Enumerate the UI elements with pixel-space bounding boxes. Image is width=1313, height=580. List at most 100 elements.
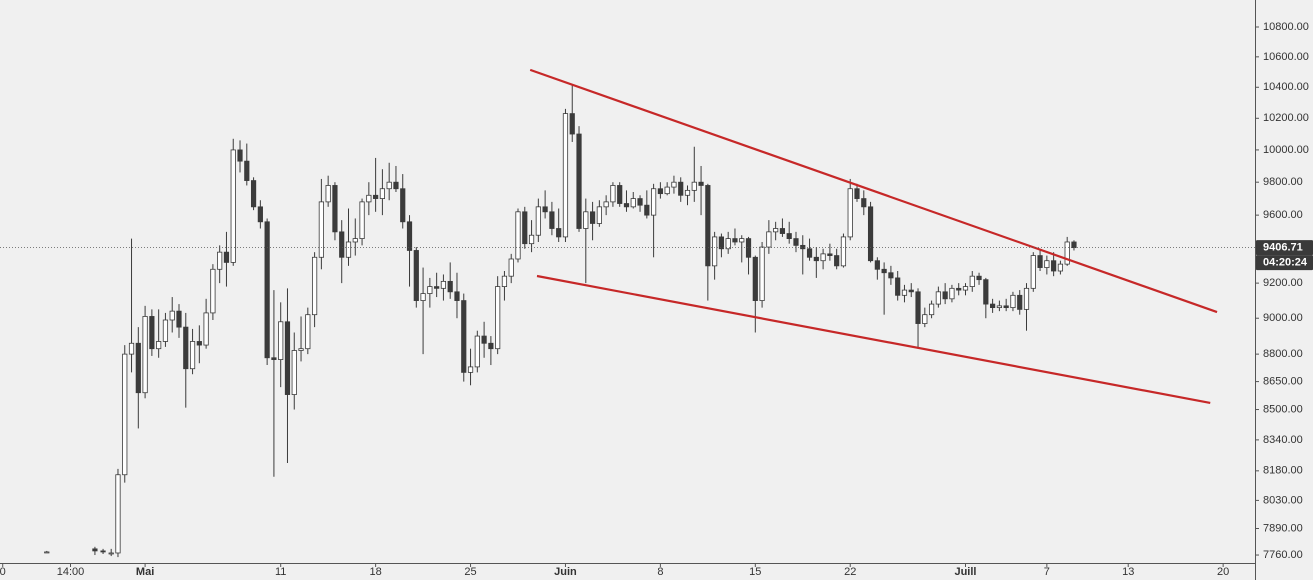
candle-body <box>359 201 365 240</box>
candle-body <box>278 321 284 360</box>
candle-body <box>467 366 474 373</box>
candle-body <box>569 113 575 135</box>
candle-body <box>311 256 318 316</box>
candle-body <box>603 201 609 208</box>
x-tick-label: 15 <box>749 566 761 578</box>
candle-body <box>318 201 324 258</box>
candle-body <box>732 238 738 243</box>
candle-body <box>630 198 636 208</box>
x-tick-label: 25 <box>464 566 476 578</box>
candle-body <box>617 185 623 204</box>
candle-body <box>535 206 541 236</box>
candle-body <box>698 181 704 186</box>
y-tick-label: 9000.00 <box>1263 312 1303 324</box>
candle-body <box>928 303 935 316</box>
candle-body <box>1003 305 1009 309</box>
candle-body <box>623 203 630 208</box>
x-tick-label: 22 <box>844 566 856 578</box>
candle-body <box>556 228 562 238</box>
x-tick-label: 7 <box>1044 566 1050 578</box>
candle-body <box>610 185 616 203</box>
candle-body <box>678 181 684 196</box>
candle-body <box>1044 260 1050 268</box>
candle-body <box>942 291 948 300</box>
candle-body <box>406 221 413 251</box>
x-tick-label: 0 <box>0 566 6 578</box>
y-tick-label: 8030.00 <box>1263 494 1303 506</box>
candle-body <box>759 246 765 301</box>
candle-body <box>400 188 406 223</box>
candle-body <box>474 335 480 368</box>
candle-body <box>271 357 277 360</box>
y-tick-label: 8800.00 <box>1263 348 1303 360</box>
x-tick-label: 13 <box>1122 566 1134 578</box>
candle-body <box>135 342 141 394</box>
candle-body <box>671 181 677 188</box>
candle-body <box>528 234 535 245</box>
candle-body <box>210 268 216 314</box>
candle-body <box>1023 287 1030 310</box>
candle-body <box>162 319 169 342</box>
candle-body <box>298 348 304 351</box>
candle-body <box>142 316 148 394</box>
candle-body <box>813 256 819 262</box>
candle-body <box>752 256 758 301</box>
candle-body <box>440 280 447 289</box>
candle-body <box>956 287 962 291</box>
candle-body <box>820 253 826 262</box>
candle-body <box>983 279 989 305</box>
candle-body <box>874 260 880 270</box>
candle-body <box>576 133 582 229</box>
candle-body <box>352 238 358 243</box>
candle-body <box>867 206 874 262</box>
x-tick-label: 11 <box>275 566 286 578</box>
y-tick-label: 10800.00 <box>1263 21 1309 33</box>
candle-body <box>895 277 901 296</box>
candle-body <box>637 198 643 206</box>
candle-body <box>739 238 745 243</box>
candle-body <box>1057 263 1064 272</box>
candle-body <box>589 211 596 224</box>
candle-body <box>250 180 257 208</box>
x-tick-label: Juill <box>954 566 976 578</box>
candle-body <box>434 286 440 289</box>
candle-body <box>996 305 1002 309</box>
candle-body <box>515 211 521 260</box>
candle-body <box>935 291 941 305</box>
candle-body <box>1064 241 1070 265</box>
last-price-label: 9406.71 <box>1263 242 1303 254</box>
candle-body <box>44 551 50 554</box>
candle-body <box>901 289 908 296</box>
y-tick-label: 8180.00 <box>1263 465 1303 477</box>
countdown-box <box>1256 255 1313 271</box>
candle-body <box>712 236 718 267</box>
candle-body <box>969 275 975 287</box>
candle-body <box>223 251 230 263</box>
y-tick-label: 9600.00 <box>1263 209 1303 221</box>
candle-body <box>100 550 106 553</box>
candle-body <box>549 211 555 229</box>
x-tick-label: 14:00 <box>57 566 85 578</box>
candle-body <box>827 253 833 256</box>
candle-body <box>1010 294 1016 309</box>
candle-body <box>725 238 731 250</box>
candle-body <box>861 198 867 208</box>
candle-body <box>264 221 270 359</box>
candle-body <box>284 321 291 395</box>
x-tick-label: 20 <box>1217 566 1229 578</box>
candle-body <box>657 188 663 195</box>
candle-body <box>915 291 921 324</box>
candle-body <box>257 206 263 223</box>
candle-body <box>339 231 345 258</box>
y-tick-label: 10000.00 <box>1263 144 1309 156</box>
candle-body <box>651 188 657 216</box>
y-tick-label: 7890.00 <box>1263 522 1303 534</box>
candle-body <box>420 293 426 301</box>
candle-body <box>664 186 670 195</box>
candle-body <box>881 268 887 274</box>
candle-body <box>447 280 453 293</box>
candle-body <box>691 181 697 191</box>
candle-body <box>1017 294 1023 310</box>
candle-body <box>990 303 996 309</box>
x-tick-label: 8 <box>657 566 663 578</box>
